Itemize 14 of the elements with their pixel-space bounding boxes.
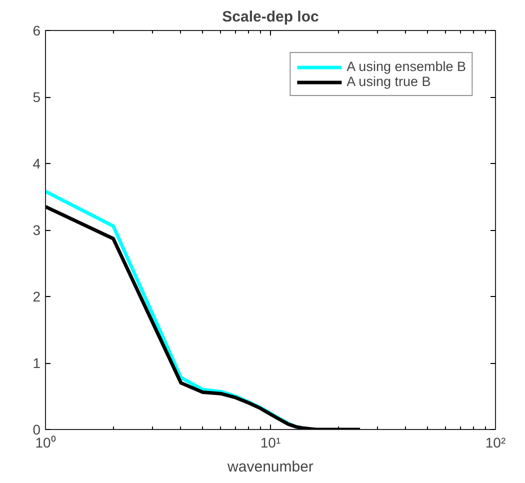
x-tick-label: 10¹ xyxy=(260,434,281,450)
legend-label: A using true B xyxy=(346,74,431,89)
y-tick-label: 0 xyxy=(32,422,41,438)
x-tick-label: 10² xyxy=(485,434,506,450)
y-tick-label: 4 xyxy=(32,156,41,172)
x-axis-title: wavenumber xyxy=(226,458,314,476)
y-tick-label: 3 xyxy=(32,222,41,238)
y-tick-label: 5 xyxy=(32,89,41,105)
legend-label: A using ensemble B xyxy=(346,59,466,74)
y-tick-label: 2 xyxy=(32,288,41,304)
y-tick-label: 1 xyxy=(32,355,41,371)
x-tick-label: 10⁰ xyxy=(35,434,56,450)
y-tick-label: 6 xyxy=(32,22,41,38)
chart-title: Scale-dep loc xyxy=(222,8,319,26)
